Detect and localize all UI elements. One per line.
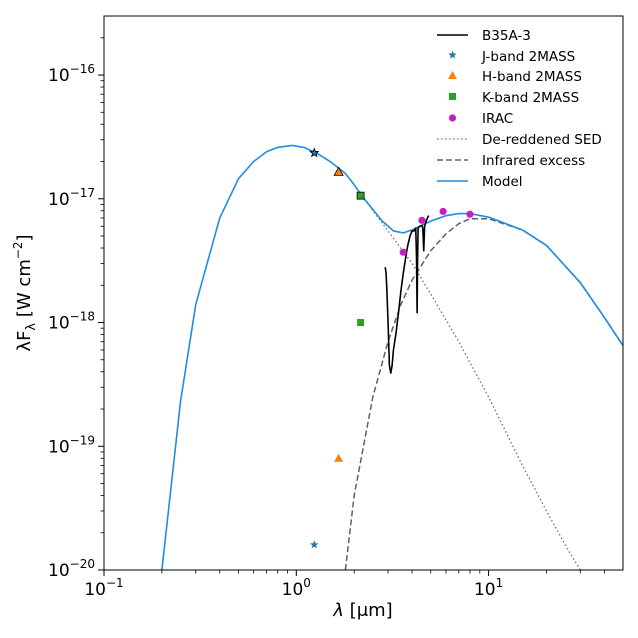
legend-label-k-band: K-band 2MASS — [482, 90, 579, 106]
y-tick-label: 10−19 — [48, 433, 95, 457]
axis-ticks: 10−1 100 101 10−20 10−19 10−18 10−17 10−16 — [48, 37, 605, 600]
legend-entry-excess: Infrared excess — [437, 153, 585, 169]
irac-point — [466, 210, 474, 218]
x-tick-label: 101 — [474, 576, 503, 600]
y-tick-label: 10−16 — [48, 62, 95, 86]
j-band-point — [309, 147, 320, 158]
model-line — [161, 144, 623, 570]
infrared-excess-line — [344, 217, 623, 570]
h-band-point — [333, 166, 344, 176]
irac-point — [399, 248, 407, 256]
plot-area — [161, 144, 623, 570]
legend-swatch-star — [448, 50, 457, 59]
y-tick-label: 10−20 — [48, 557, 95, 581]
dereddened-sed-line — [361, 195, 581, 570]
h-band-point — [334, 453, 344, 462]
irac-point — [418, 216, 426, 224]
legend-entry-j-band: J-band 2MASS — [448, 49, 575, 65]
k-band-point — [356, 191, 365, 200]
legend-label-model: Model — [482, 174, 523, 190]
legend-entry-k-band: K-band 2MASS — [449, 90, 579, 106]
y-axis-label: λFλ [W cm−2] — [11, 234, 39, 351]
legend-entry-h-band: H-band 2MASS — [448, 69, 582, 85]
legend-swatch-square — [449, 93, 456, 100]
x-tick-label: 100 — [282, 576, 311, 600]
legend-label-b35a-3: B35A-3 — [482, 28, 531, 44]
y-tick-label: 10−18 — [48, 310, 95, 334]
legend: B35A-3 J-band 2MASS H-band 2MASS K-band … — [437, 28, 602, 190]
legend-swatch-circle — [448, 114, 457, 122]
x-tick-label: 10−1 — [84, 576, 123, 600]
legend-entry-b35a-3: B35A-3 — [437, 28, 531, 44]
legend-label-h-band: H-band 2MASS — [482, 69, 582, 85]
legend-label-j-band: J-band 2MASS — [481, 49, 575, 65]
irac-point — [439, 207, 447, 216]
b35a-3-spectrum-line — [384, 215, 430, 374]
legend-entry-dereddened: De-reddened SED — [437, 132, 602, 148]
legend-swatch-triangle — [448, 71, 457, 79]
j-band-point — [310, 540, 319, 549]
axes-frame — [103, 15, 624, 571]
k-band-point — [357, 319, 365, 327]
legend-entry-model: Model — [437, 174, 523, 190]
legend-label-dereddened: De-reddened SED — [482, 132, 602, 148]
legend-entry-irac: IRAC — [448, 111, 513, 127]
x-axis-label: λ [μm] — [332, 600, 392, 621]
legend-label-excess: Infrared excess — [482, 153, 585, 169]
y-tick-label: 10−17 — [48, 186, 95, 210]
legend-label-irac: IRAC — [482, 111, 513, 127]
